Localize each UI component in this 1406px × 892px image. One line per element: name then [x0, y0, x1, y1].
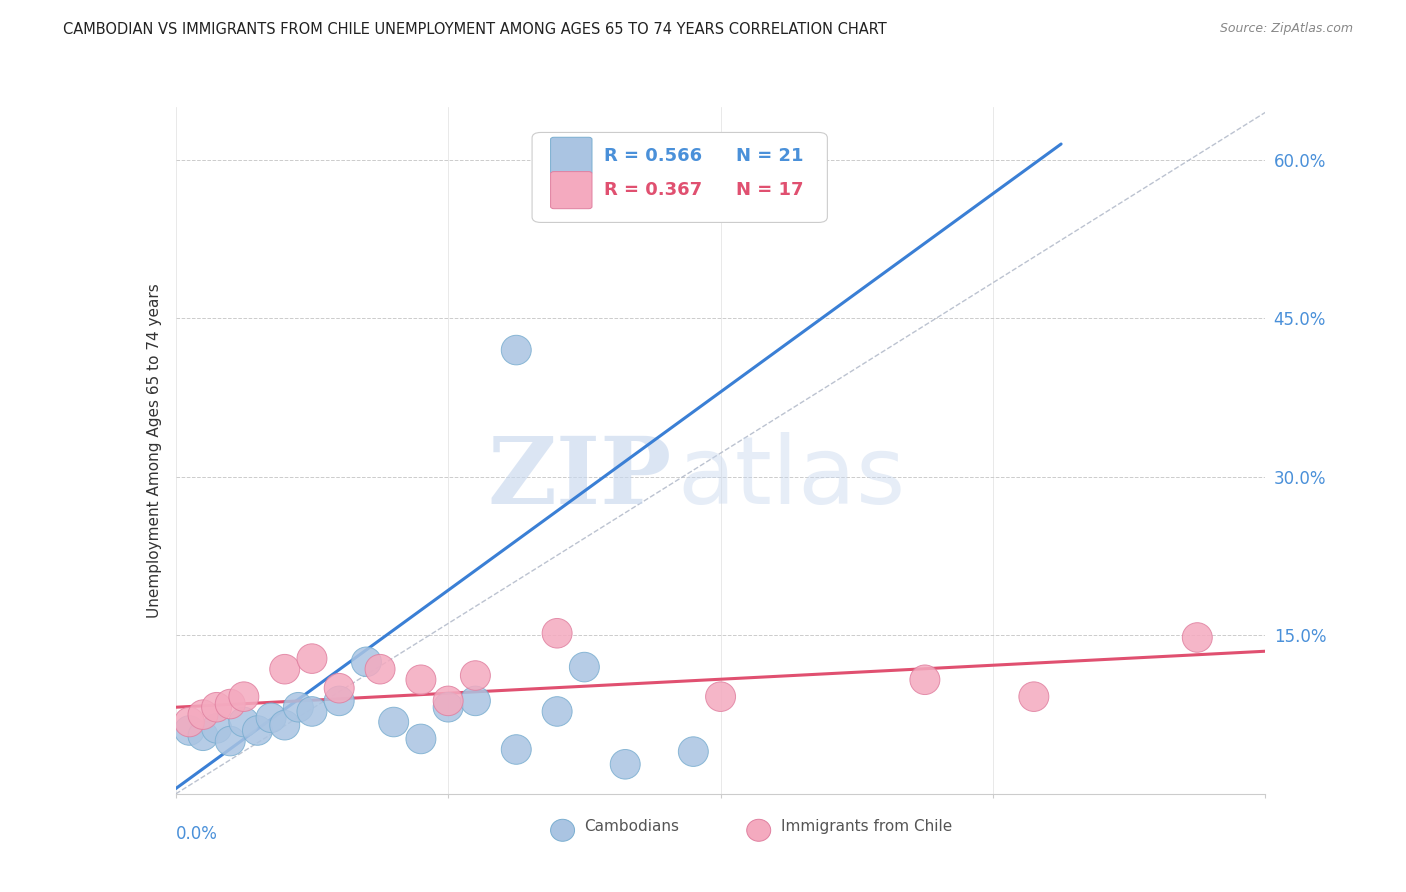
Ellipse shape: [188, 700, 218, 730]
Ellipse shape: [543, 697, 572, 726]
FancyBboxPatch shape: [551, 171, 592, 209]
Ellipse shape: [215, 726, 245, 756]
Ellipse shape: [201, 714, 232, 743]
Ellipse shape: [406, 665, 436, 695]
Text: CAMBODIAN VS IMMIGRANTS FROM CHILE UNEMPLOYMENT AMONG AGES 65 TO 74 YEARS CORREL: CAMBODIAN VS IMMIGRANTS FROM CHILE UNEMP…: [63, 22, 887, 37]
Ellipse shape: [433, 686, 463, 715]
Ellipse shape: [256, 703, 285, 732]
Ellipse shape: [325, 686, 354, 715]
Text: N = 21: N = 21: [735, 147, 803, 165]
Ellipse shape: [678, 737, 709, 766]
Ellipse shape: [297, 697, 328, 726]
Text: N = 17: N = 17: [735, 181, 803, 199]
Ellipse shape: [352, 647, 381, 677]
Ellipse shape: [543, 151, 572, 180]
Ellipse shape: [174, 707, 204, 737]
Text: R = 0.566: R = 0.566: [605, 147, 702, 165]
Ellipse shape: [174, 715, 204, 746]
Text: 0.0%: 0.0%: [176, 825, 218, 843]
Ellipse shape: [229, 707, 259, 737]
Ellipse shape: [706, 681, 735, 712]
Ellipse shape: [366, 655, 395, 684]
FancyBboxPatch shape: [531, 132, 827, 222]
Ellipse shape: [460, 661, 491, 690]
Ellipse shape: [201, 692, 232, 722]
Ellipse shape: [378, 707, 409, 737]
Ellipse shape: [610, 749, 640, 779]
Ellipse shape: [460, 686, 491, 715]
Ellipse shape: [215, 690, 245, 719]
Ellipse shape: [406, 724, 436, 754]
Ellipse shape: [502, 735, 531, 764]
Ellipse shape: [569, 652, 599, 681]
Ellipse shape: [188, 721, 218, 750]
Ellipse shape: [325, 673, 354, 703]
Ellipse shape: [433, 692, 463, 722]
Ellipse shape: [1019, 681, 1049, 712]
Text: Cambodians: Cambodians: [585, 819, 679, 834]
Ellipse shape: [270, 655, 299, 684]
Y-axis label: Unemployment Among Ages 65 to 74 years: Unemployment Among Ages 65 to 74 years: [146, 283, 162, 618]
Ellipse shape: [270, 710, 299, 740]
Ellipse shape: [242, 715, 273, 746]
Ellipse shape: [229, 681, 259, 712]
Ellipse shape: [543, 618, 572, 648]
Ellipse shape: [551, 819, 575, 841]
Ellipse shape: [910, 665, 939, 695]
Text: Source: ZipAtlas.com: Source: ZipAtlas.com: [1219, 22, 1353, 36]
Ellipse shape: [297, 644, 328, 673]
Text: ZIP: ZIP: [488, 433, 672, 523]
Ellipse shape: [747, 819, 770, 841]
Text: atlas: atlas: [678, 432, 905, 524]
FancyBboxPatch shape: [551, 137, 592, 174]
Text: R = 0.367: R = 0.367: [605, 181, 702, 199]
Ellipse shape: [1182, 623, 1212, 652]
Ellipse shape: [284, 692, 314, 722]
Ellipse shape: [502, 335, 531, 365]
Text: Immigrants from Chile: Immigrants from Chile: [780, 819, 952, 834]
